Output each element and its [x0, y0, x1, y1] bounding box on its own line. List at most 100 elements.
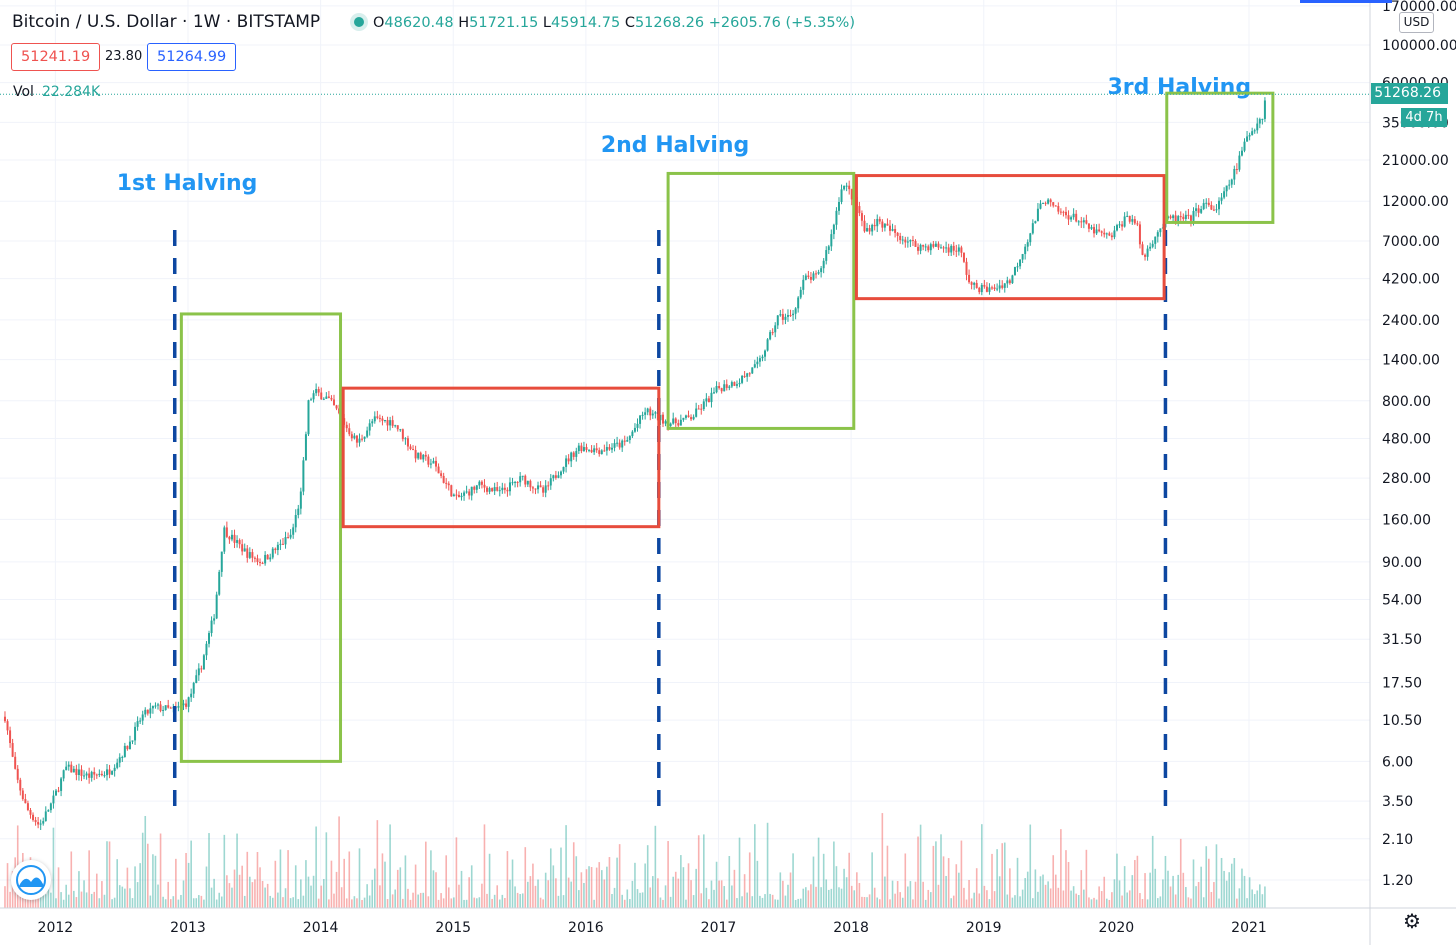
candle-body	[669, 423, 672, 426]
y-tick-label: 2400.00	[1382, 313, 1440, 329]
candle-body	[738, 382, 741, 385]
candle-body	[493, 487, 496, 492]
candle-body	[577, 445, 580, 452]
candle-body	[159, 704, 162, 711]
volume-bar	[101, 881, 103, 908]
candle-body	[429, 463, 432, 465]
candle-body	[1225, 185, 1228, 192]
candle-body	[256, 558, 259, 562]
candle-body	[786, 315, 789, 317]
tradingview-logo-icon[interactable]	[11, 860, 51, 900]
candle-body	[618, 442, 621, 448]
volume-legend[interactable]: Vol 22.284K	[13, 84, 101, 100]
volume-bar	[210, 887, 213, 908]
candle-body	[848, 185, 851, 190]
candle-body	[77, 769, 80, 775]
volume-bar	[1185, 887, 1187, 908]
y-tick-label: 2.10	[1382, 832, 1413, 848]
buy-price-button[interactable]: 51264.99	[147, 43, 237, 71]
volume-bar	[504, 897, 506, 908]
candle-body	[868, 228, 871, 232]
volume-bar	[333, 893, 335, 908]
volume-bar	[396, 869, 399, 908]
volume-bar	[368, 895, 371, 908]
candle-body	[442, 475, 445, 483]
x-tick-label: 2017	[701, 920, 737, 936]
candle-body	[1087, 223, 1090, 229]
candle-body	[1159, 228, 1162, 233]
volume-bar	[322, 878, 325, 908]
volume-bar	[185, 852, 187, 908]
candle-body	[679, 419, 682, 426]
candle-body	[758, 358, 761, 362]
volume-bar	[623, 899, 626, 908]
volume-bar	[1098, 886, 1100, 908]
symbol-title[interactable]: Bitcoin / U.S. Dollar · 1W · BITSTAMP	[12, 12, 321, 32]
volume-bar	[180, 894, 182, 908]
candle-body	[146, 709, 149, 714]
volume-bar	[567, 877, 570, 908]
candle-body	[605, 447, 608, 451]
candle-body	[1136, 223, 1139, 225]
candle-body	[105, 769, 108, 776]
candle-body	[962, 252, 965, 262]
candle-body	[297, 508, 300, 516]
candle-body	[980, 284, 983, 293]
candle-body	[537, 485, 540, 490]
volume-bar	[264, 887, 266, 908]
candle-body	[118, 757, 121, 763]
candle-body	[292, 527, 295, 535]
candle-body	[769, 332, 772, 340]
y-tick-label: 800.00	[1382, 394, 1431, 410]
x-tick-label: 2018	[833, 920, 869, 936]
volume-bar	[195, 898, 198, 908]
candle-body	[445, 482, 448, 484]
volume-bar	[708, 899, 710, 908]
candle-body	[307, 400, 310, 435]
candle-body	[1253, 130, 1256, 132]
candle-body	[1207, 202, 1210, 205]
candle-body	[14, 756, 17, 769]
x-tick-label: 2015	[435, 920, 471, 936]
candle-body	[366, 430, 369, 437]
candle-body	[817, 272, 820, 274]
currency-selector[interactable]: USD	[1399, 12, 1434, 33]
candle-body	[1128, 215, 1131, 222]
candle-body	[243, 548, 246, 552]
y-tick-label: 280.00	[1382, 471, 1431, 487]
candle-body	[274, 548, 277, 551]
volume-bar	[399, 867, 402, 908]
volume-bar	[1238, 888, 1241, 908]
volume-bar	[764, 894, 766, 908]
candle-body	[427, 456, 430, 465]
candle-body	[167, 705, 170, 708]
candle-body	[860, 213, 863, 221]
candle-body	[888, 225, 891, 231]
volume-bar	[641, 892, 644, 908]
volume-bar	[1126, 892, 1128, 908]
price-change: +2605.76 (+5.35%)	[708, 15, 855, 31]
volume-bar	[203, 899, 205, 908]
volume-bar	[312, 875, 315, 908]
volume-bar	[891, 880, 894, 908]
gear-icon[interactable]: ⚙	[1403, 911, 1421, 933]
volume-bar	[169, 899, 172, 908]
candle-body	[251, 552, 254, 558]
candle-body	[728, 386, 731, 388]
candle-body	[883, 223, 886, 228]
candle-body	[751, 367, 754, 374]
candle-body	[396, 425, 399, 430]
candle-body	[641, 414, 644, 416]
candle-body	[1011, 275, 1014, 284]
candle-body	[519, 476, 522, 483]
volume-bar	[317, 898, 320, 908]
volume-bar	[873, 887, 876, 908]
volume-bar	[1049, 888, 1052, 908]
candle-body	[276, 544, 279, 551]
candle-body	[424, 454, 427, 457]
volume-bar	[853, 890, 856, 908]
sell-price-button[interactable]: 51241.19	[11, 43, 101, 71]
volume-bar	[858, 882, 861, 908]
candle-body	[289, 534, 292, 538]
